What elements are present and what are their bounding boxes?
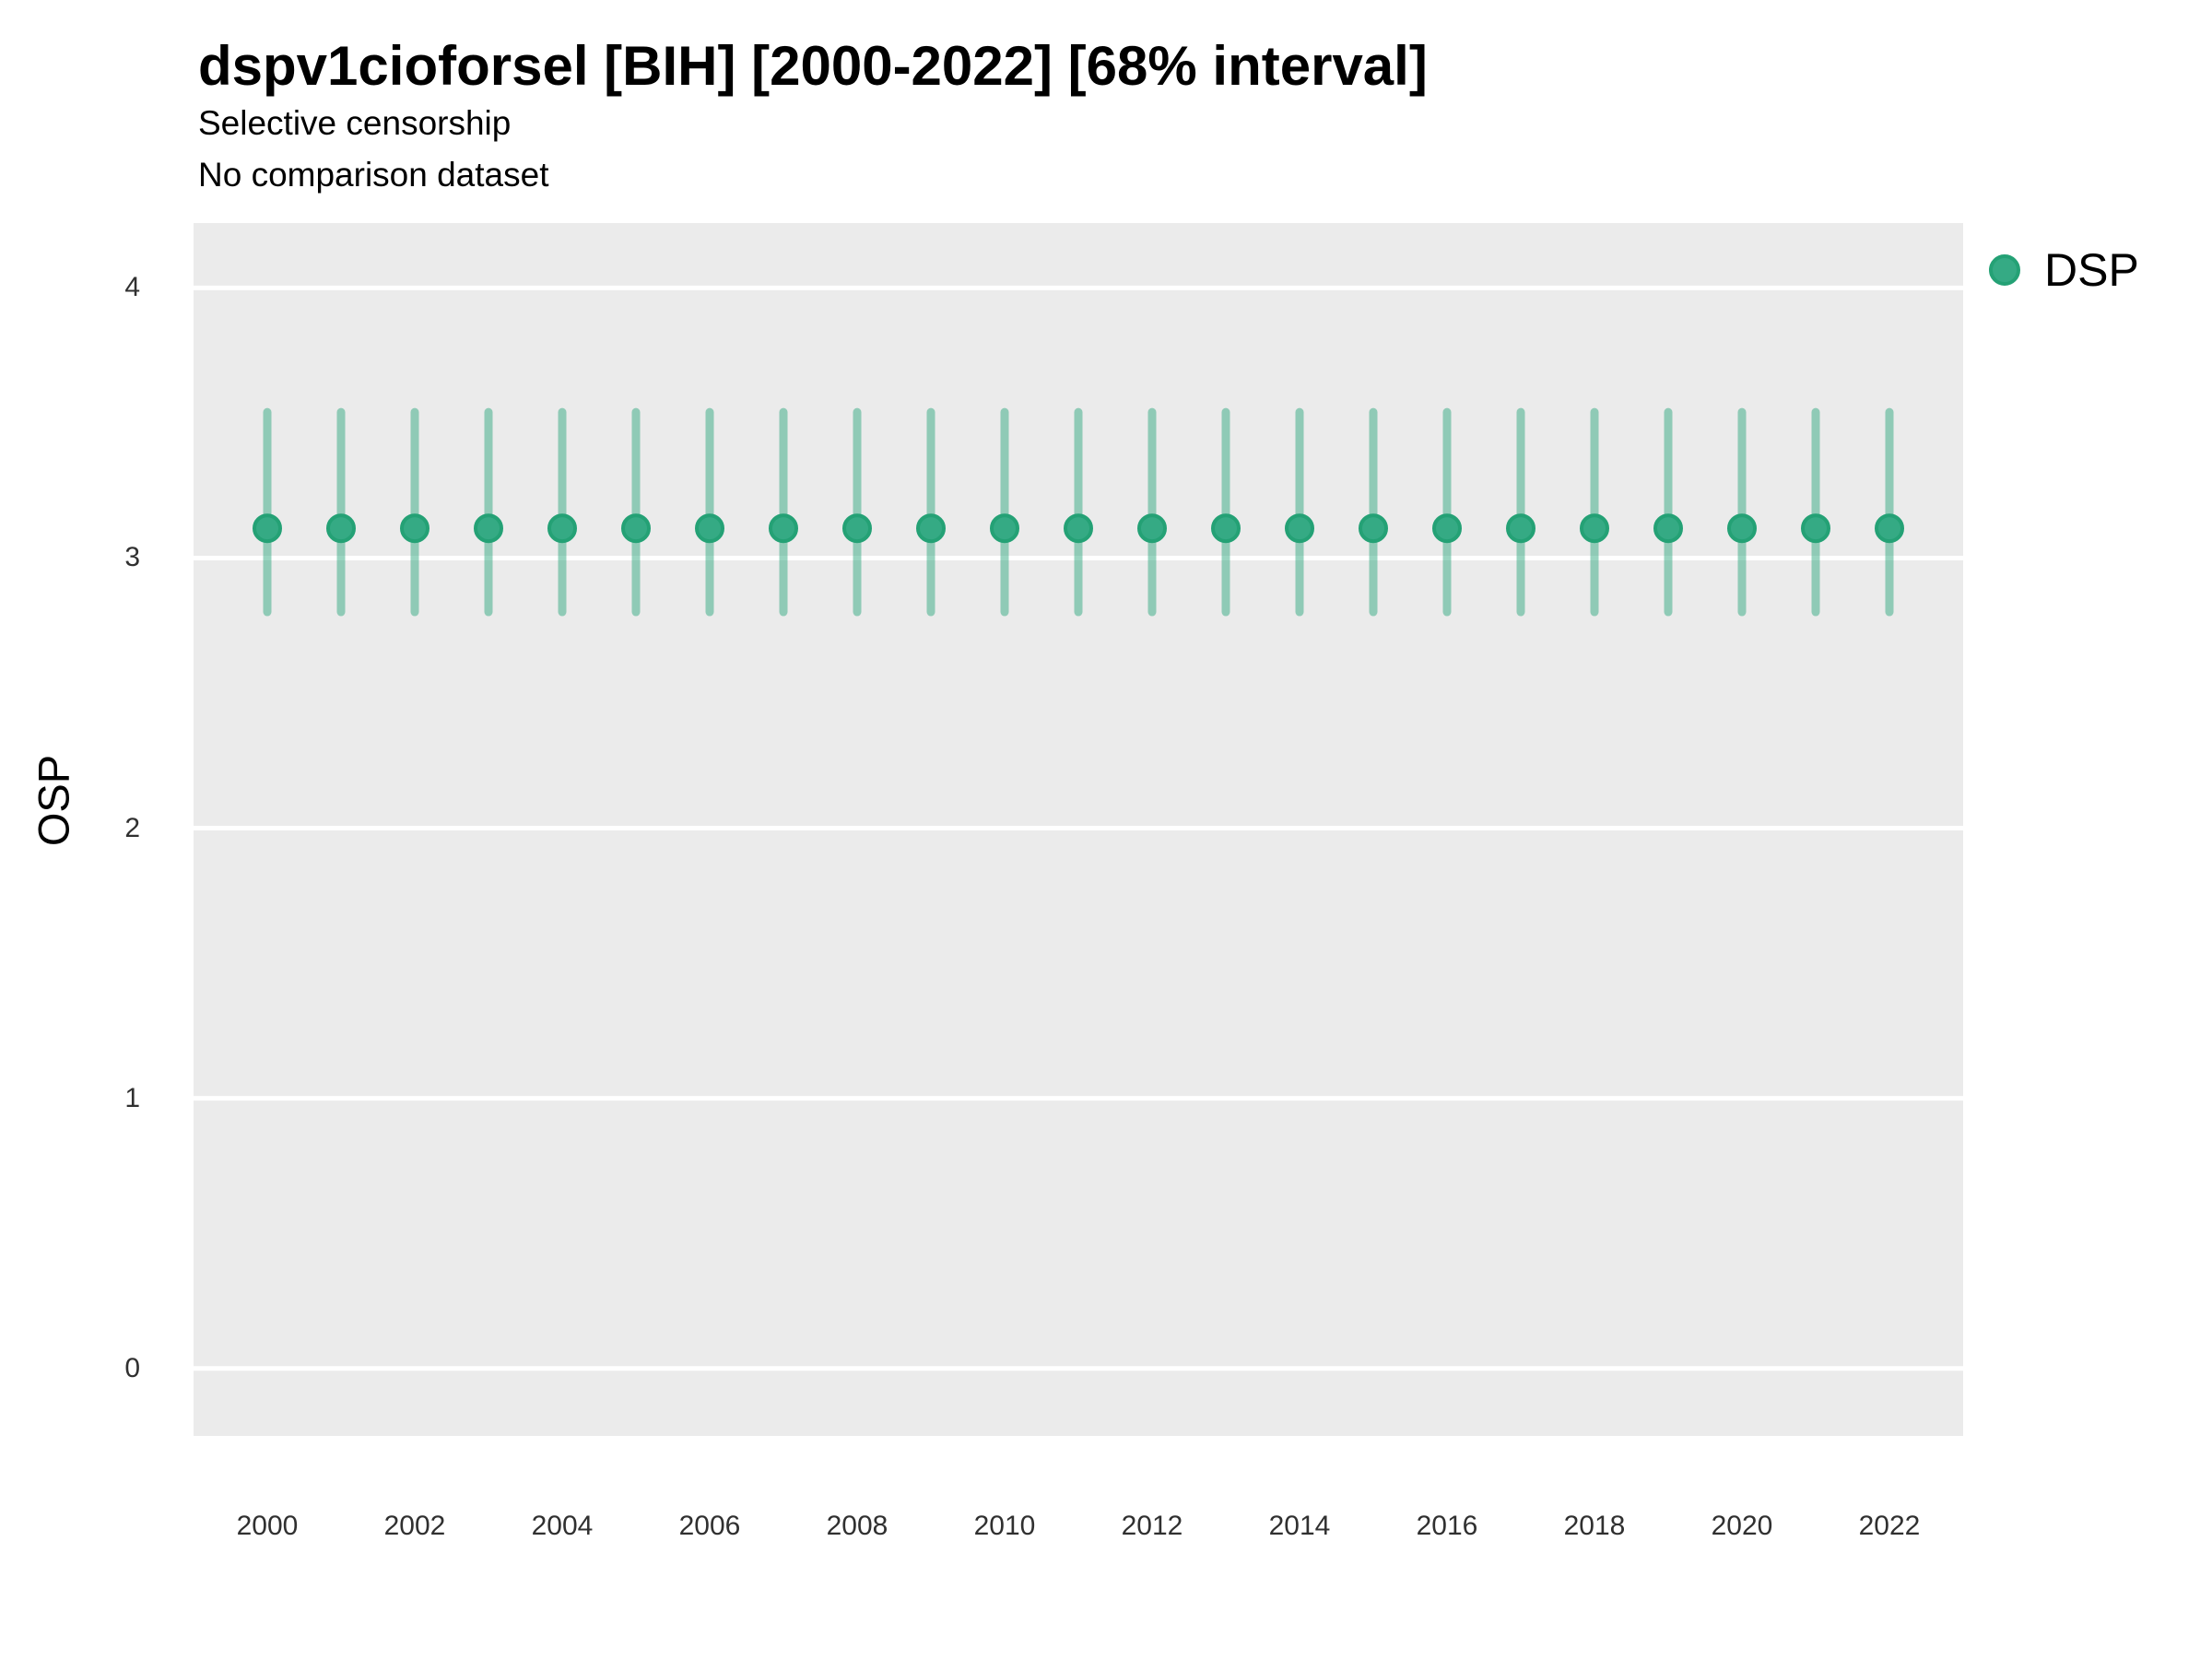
plot-canvas [194,223,1963,1436]
x-tick-label-2014: 2014 [1268,1511,1331,1541]
data-point-2012 [1137,513,1167,544]
y-tick-label-1: 1 [124,1082,140,1113]
data-point-2018 [1580,513,1609,544]
x-tick-label-2016: 2016 [1416,1511,1478,1541]
chart-title: dspv1cioforsel [BIH] [2000-2022] [68% in… [198,35,1428,97]
data-point-2007 [769,513,798,544]
data-point-2017 [1506,513,1535,544]
data-point-2014 [1285,513,1314,544]
data-point-2021 [1801,513,1830,544]
legend-series-label: DSP [2044,244,2139,296]
x-tick-label-2006: 2006 [678,1511,741,1541]
x-tick-label-2012: 2012 [1121,1511,1183,1541]
data-point-2016 [1432,513,1462,544]
data-point-2000 [253,513,282,544]
data-point-2001 [326,513,356,544]
x-tick-label-2002: 2002 [383,1511,446,1541]
data-point-2020 [1727,513,1757,544]
x-tick-label-2010: 2010 [973,1511,1036,1541]
legend: DSP [1989,247,2139,293]
data-point-2003 [474,513,503,544]
data-point-2010 [990,513,1019,544]
x-tick-label-2000: 2000 [236,1511,299,1541]
data-point-2006 [695,513,724,544]
plot-panel [194,223,1963,1436]
legend-point-icon [1989,254,2020,286]
data-point-2015 [1359,513,1388,544]
y-axis-title: OSP [29,754,78,847]
chart-subtitle-line2: No comparison dataset [198,156,549,194]
data-point-2022 [1875,513,1904,544]
data-point-2011 [1064,513,1093,544]
data-point-2013 [1211,513,1241,544]
data-point-2009 [916,513,946,544]
data-point-2008 [842,513,872,544]
x-tick-label-2004: 2004 [531,1511,594,1541]
data-point-2004 [547,513,577,544]
x-tick-label-2020: 2020 [1711,1511,1773,1541]
data-point-2019 [1653,513,1683,544]
x-tick-label-2022: 2022 [1858,1511,1921,1541]
x-tick-label-2018: 2018 [1563,1511,1626,1541]
data-point-2002 [400,513,429,544]
data-point-2005 [621,513,651,544]
y-tick-label-4: 4 [124,272,140,303]
x-tick-label-2008: 2008 [826,1511,888,1541]
y-tick-label-2: 2 [124,812,140,843]
y-tick-label-3: 3 [124,542,140,573]
y-tick-label-0: 0 [124,1352,140,1383]
chart-subtitle-line1: Selective censorship [198,104,512,142]
